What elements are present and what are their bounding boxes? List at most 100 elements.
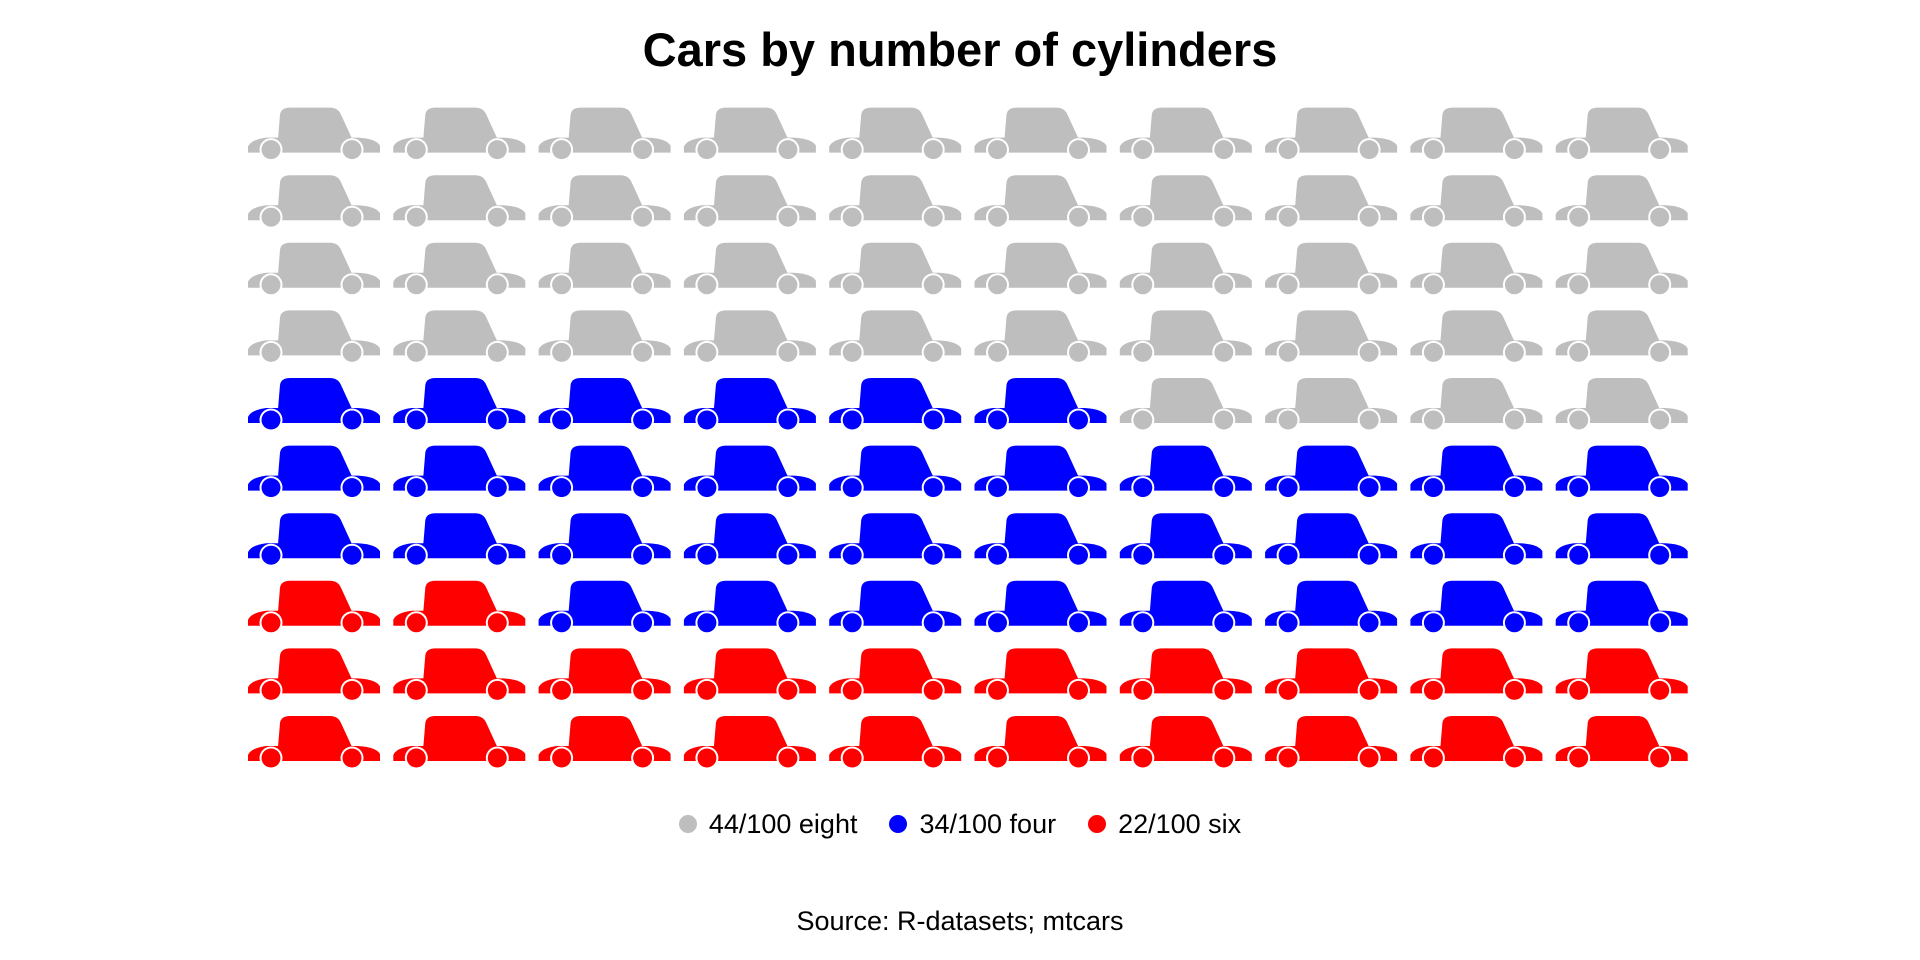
car-icon-eight: [1555, 107, 1688, 162]
car-icon-eight: [974, 107, 1107, 162]
car-icon-eight: [538, 310, 671, 364]
car-icon-eight: [1265, 107, 1398, 162]
car-icon-eight: [829, 107, 962, 162]
car-icon-four: [1265, 445, 1398, 500]
car-icon-eight: [1555, 242, 1688, 297]
car-icon-eight: [1410, 242, 1543, 297]
car-icon-four: [1410, 580, 1543, 635]
car-icon-eight: [1265, 310, 1398, 364]
car-icon-eight: [1555, 310, 1688, 364]
car-icon-four: [393, 378, 526, 432]
car-icon-eight: [248, 310, 380, 364]
legend-dot-icon: [1088, 815, 1107, 833]
car-icon-four: [538, 445, 671, 500]
legend-dot-icon: [678, 815, 697, 833]
car-icon-four: [1119, 580, 1252, 635]
car-icon-four: [683, 445, 816, 500]
car-icon-eight: [1555, 378, 1688, 432]
car-icon-eight: [683, 175, 816, 229]
car-icon-eight: [538, 242, 671, 297]
car-icon-four: [683, 580, 816, 635]
car-icon-four: [393, 513, 526, 567]
legend-item-four: 34/100 four: [889, 809, 1056, 840]
car-icon-six: [974, 716, 1107, 770]
car-icon-eight: [1555, 175, 1688, 229]
car-icon-eight: [974, 310, 1107, 364]
car-icon-four: [974, 445, 1107, 500]
legend: 44/100 eight 34/100 four 22/100 six: [0, 806, 1920, 842]
car-icon-four: [393, 445, 526, 500]
legend-item-eight: 44/100 eight: [678, 808, 858, 840]
car-icon-eight: [829, 310, 962, 364]
car-icon-six: [829, 648, 962, 702]
car-icon-eight: [1265, 242, 1398, 297]
car-icon-eight: [538, 107, 671, 162]
car-icon-four: [683, 513, 816, 567]
car-icon-eight: [1119, 310, 1252, 364]
legend-dot-icon: [889, 815, 908, 833]
car-icon-eight: [248, 107, 380, 162]
car-icon-six: [1555, 648, 1688, 702]
car-icon-six: [393, 580, 526, 635]
car-icon-eight: [1410, 107, 1543, 162]
legend-item-six: 22/100 six: [1088, 809, 1241, 840]
car-icon-eight: [393, 242, 526, 297]
car-icon-eight: [974, 175, 1107, 229]
car-icon-eight: [538, 175, 671, 229]
car-icon-six: [974, 648, 1107, 702]
car-icon-six: [538, 648, 671, 702]
car-icon-six: [1555, 716, 1688, 770]
car-icon-four: [538, 513, 671, 567]
car-icon-eight: [683, 310, 816, 364]
car-icon-six: [1265, 648, 1398, 702]
car-icon-eight: [1119, 107, 1252, 162]
car-icon-four: [829, 513, 962, 567]
car-icon-eight: [683, 242, 816, 297]
car-icon-eight: [829, 175, 962, 229]
legend-label: 34/100 four: [919, 808, 1057, 839]
car-icon-eight: [1119, 242, 1252, 297]
chart-title: Cars by number of cylinders: [642, 23, 1278, 76]
car-icon-four: [248, 378, 380, 432]
car-icon-four: [974, 580, 1107, 635]
car-icon-four: [1265, 513, 1398, 567]
car-icon-six: [1119, 648, 1252, 702]
car-icon-eight: [829, 242, 962, 297]
car-icon-six: [1410, 716, 1543, 770]
car-icon-four: [974, 513, 1107, 567]
car-icon-six: [248, 580, 380, 635]
car-icon-four: [829, 580, 962, 635]
car-icon-six: [683, 716, 816, 770]
car-icon-four: [1555, 513, 1688, 567]
car-icon-four: [974, 378, 1107, 432]
car-icon-eight: [1265, 378, 1398, 432]
car-icon-eight: [1410, 310, 1543, 364]
car-icon-four: [1555, 580, 1688, 635]
car-icon-eight: [1265, 175, 1398, 229]
car-icon-eight: [1410, 378, 1543, 432]
car-icon-six: [393, 648, 526, 702]
car-icon-six: [248, 716, 380, 770]
car-icon-four: [1410, 445, 1543, 500]
car-icon-eight: [248, 242, 380, 297]
car-icon-six: [248, 648, 380, 702]
car-icon-four: [1410, 513, 1543, 567]
car-icon-four: [248, 445, 380, 500]
car-icon-eight: [393, 310, 526, 364]
car-icon-eight: [393, 175, 526, 229]
car-icon-eight: [974, 242, 1107, 297]
car-icon-four: [683, 378, 816, 432]
car-icon-four: [248, 513, 380, 567]
car-icon-six: [683, 648, 816, 702]
waffle-cells: [248, 107, 1688, 770]
car-icon-eight: [1119, 378, 1252, 432]
car-icon-eight: [1410, 175, 1543, 229]
car-icon-four: [829, 378, 962, 432]
chart-caption: Source: R-datasets; mtcars: [796, 906, 1124, 936]
car-icon-six: [1410, 648, 1543, 702]
legend-label: 22/100 six: [1118, 808, 1242, 839]
car-icon-eight: [683, 107, 816, 162]
car-icon-six: [538, 716, 671, 770]
legend-label: 44/100 eight: [708, 808, 858, 839]
car-icon-six: [393, 716, 526, 770]
